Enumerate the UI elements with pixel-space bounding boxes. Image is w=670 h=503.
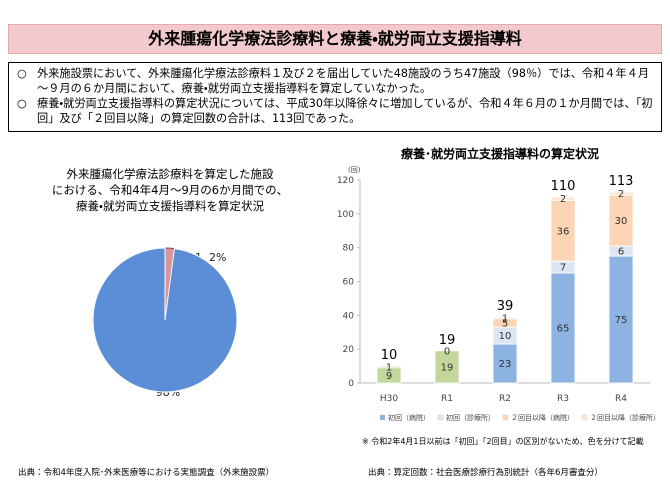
segment-label: 1 xyxy=(386,362,392,373)
summary-item: ○ 外来施設票において、外来腫瘍化学療法診療料１及び２を届出していた48施設のうち… xyxy=(17,66,655,96)
source-note: 出典：算定回数：社会医療診療行為別統計（各年6月審査分） xyxy=(368,468,603,478)
legend-swatch xyxy=(379,414,386,421)
segment-label: 6 xyxy=(618,247,624,258)
segment-label: 7 xyxy=(560,263,566,274)
bar-segment xyxy=(608,191,634,196)
source-note: 出典：令和4年度入院･外来医療等における実態調査（外来施設票） xyxy=(18,468,275,478)
segment-label: 23 xyxy=(499,359,512,370)
bar-segment xyxy=(492,343,518,384)
legend-swatch xyxy=(502,414,509,421)
pie-slice xyxy=(92,247,238,393)
segment-label: 65 xyxy=(557,324,570,335)
y-tick-label: 80 xyxy=(343,244,355,254)
y-tick-label: 60 xyxy=(343,278,355,288)
segment-label: 19 xyxy=(441,362,454,373)
total-label: 39 xyxy=(497,299,514,314)
x-tick-label: R4 xyxy=(615,394,627,404)
y-tick-label: 20 xyxy=(343,345,355,355)
bar-segment xyxy=(376,365,402,369)
x-tick-label: H30 xyxy=(380,394,398,404)
summary-text: 外来施設票において、外来腫瘍化学療法診療料１及び２を届出していた48施設のうち4… xyxy=(37,67,650,95)
y-tick-label: 0 xyxy=(348,379,354,389)
slide-title: 外来腫瘍化学療法診療料と療養・就労両立支援指導料 xyxy=(8,24,662,54)
segment-label: 10 xyxy=(499,331,512,342)
bar-segment xyxy=(550,199,576,262)
bar-segment xyxy=(550,196,576,201)
segment-label: 1 xyxy=(502,313,508,324)
bullet-marker: ○ xyxy=(17,97,27,110)
x-tick-label: R3 xyxy=(557,394,569,404)
y-tick-label: 100 xyxy=(337,210,354,220)
legend-swatch xyxy=(581,414,588,421)
bar-title: 療養･就労両立支援指導料の算定状況 xyxy=(401,146,599,161)
summary-item: ○ 療養・就労両立支援指導料の算定状況については、平成30年以降徐々に増加している… xyxy=(17,96,655,126)
chart-note: ※ 令和2年4月1日以前は「初回」「2回目」の区別がないため、色を分けて記載 xyxy=(362,437,644,446)
legend-label: 初回（病院） xyxy=(388,413,430,422)
total-label: 10 xyxy=(381,348,398,363)
total-label: 113 xyxy=(609,174,634,189)
segment-label: 2 xyxy=(560,194,566,205)
y-unit: (回) xyxy=(348,166,361,174)
total-label: 19 xyxy=(439,333,456,348)
segment-label: 30 xyxy=(615,216,628,227)
segment-label: 5 xyxy=(502,318,508,329)
legend-label: ２回目以降（病院） xyxy=(511,413,574,422)
segment-label: 75 xyxy=(615,315,628,326)
summary-box: ○ 外来施設票において、外来腫瘍化学療法診療料１及び２を届出していた48施設のうち… xyxy=(8,62,662,132)
segment-label: 9 xyxy=(386,371,392,382)
segment-label: 36 xyxy=(557,226,570,237)
legend-label: ２回目以降（診療所） xyxy=(590,413,660,422)
bar-segment xyxy=(492,316,518,320)
summary-text: 療養・就労両立支援指導料の算定状況については、平成30年以降徐々に増加しているが… xyxy=(37,97,653,125)
pie-title: 外来腫瘍化学療法診療料を算定した施設 における、令和4年4月～9月の6か月間での… xyxy=(51,167,289,213)
x-tick-label: R1 xyxy=(441,394,453,404)
legend-label: 初回（診療所） xyxy=(446,413,495,422)
bar-segment xyxy=(434,350,460,384)
legend-swatch xyxy=(437,414,444,421)
bar-segment xyxy=(608,194,634,247)
y-tick-label: 120 xyxy=(337,176,354,186)
total-label: 110 xyxy=(551,179,576,194)
segment-label: 2 xyxy=(618,189,624,200)
segment-label: 0 xyxy=(444,346,450,357)
bullet-marker: ○ xyxy=(17,67,27,80)
x-tick-label: R2 xyxy=(499,394,511,404)
y-tick-label: 40 xyxy=(343,311,355,321)
